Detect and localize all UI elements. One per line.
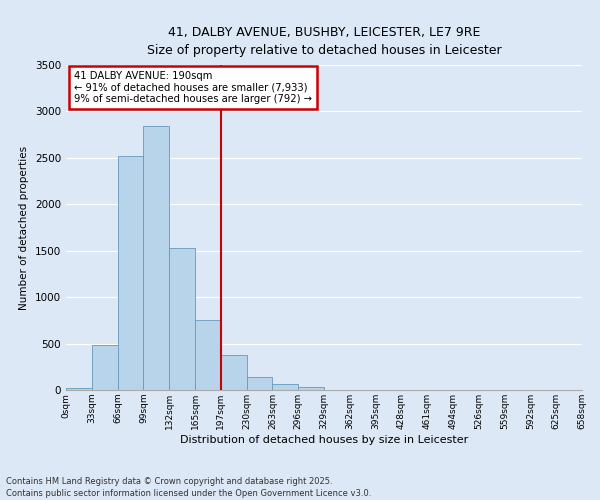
Text: 41 DALBY AVENUE: 190sqm
← 91% of detached houses are smaller (7,933)
9% of semi-: 41 DALBY AVENUE: 190sqm ← 91% of detache… xyxy=(74,70,312,104)
Bar xyxy=(298,387,324,390)
Y-axis label: Number of detached properties: Number of detached properties xyxy=(19,146,29,310)
Bar xyxy=(143,126,169,390)
Bar xyxy=(92,344,118,390)
Title: 41, DALBY AVENUE, BUSHBY, LEICESTER, LE7 9RE
Size of property relative to detach: 41, DALBY AVENUE, BUSHBY, LEICESTER, LE7… xyxy=(146,26,502,57)
Bar xyxy=(169,248,195,390)
Bar xyxy=(221,354,247,390)
Bar xyxy=(272,384,298,390)
Bar xyxy=(195,320,221,390)
Bar xyxy=(66,388,92,390)
Text: Contains HM Land Registry data © Crown copyright and database right 2025.
Contai: Contains HM Land Registry data © Crown c… xyxy=(6,476,371,498)
X-axis label: Distribution of detached houses by size in Leicester: Distribution of detached houses by size … xyxy=(180,434,468,444)
Bar xyxy=(118,156,143,390)
Bar xyxy=(247,376,272,390)
